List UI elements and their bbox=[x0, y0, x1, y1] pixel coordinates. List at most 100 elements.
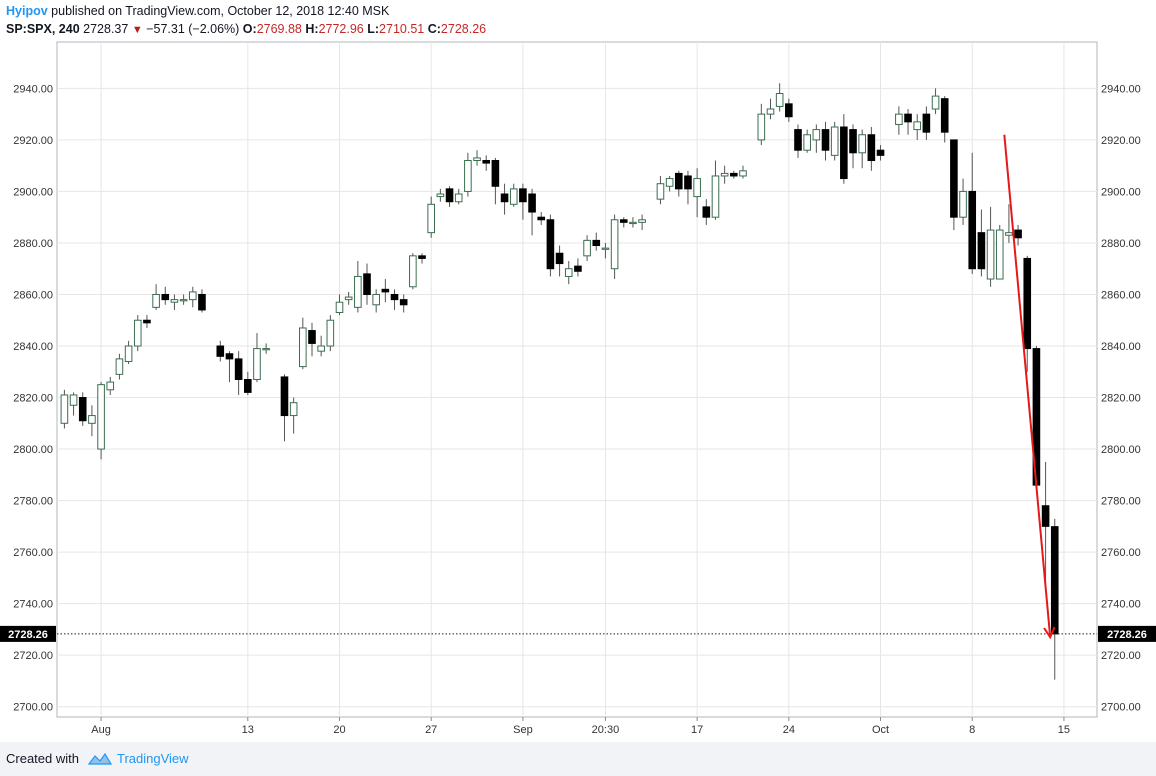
candle bbox=[858, 129, 866, 169]
candle bbox=[1005, 204, 1013, 243]
candle bbox=[986, 206, 995, 287]
candle bbox=[399, 294, 408, 313]
candle-body-down bbox=[308, 330, 316, 344]
candle-body-down bbox=[161, 293, 170, 301]
candle bbox=[730, 170, 738, 179]
candle-body-up bbox=[665, 178, 674, 187]
candle bbox=[500, 183, 509, 215]
y-tick-right: 2800.00 bbox=[1101, 444, 1141, 456]
y-tick-left: 2720.00 bbox=[13, 650, 53, 662]
candle-body-up bbox=[610, 219, 619, 270]
trend-arrow-line bbox=[1003, 134, 1052, 638]
y-tick-left: 2900.00 bbox=[13, 186, 53, 198]
candle bbox=[188, 286, 197, 308]
candlestick-chart[interactable]: 2940.00 2940.00 2920.00 2920.00 2900.00 2900.… bbox=[0, 0, 1156, 742]
candle-body-down bbox=[546, 219, 555, 270]
candle bbox=[876, 145, 885, 161]
candle-body-up bbox=[60, 394, 69, 424]
candle bbox=[638, 214, 646, 231]
trend-arrow-head bbox=[1043, 626, 1056, 640]
candle bbox=[179, 294, 188, 305]
candle bbox=[574, 258, 582, 277]
candle-body-down bbox=[785, 103, 793, 118]
candle bbox=[317, 335, 325, 357]
candle bbox=[152, 284, 160, 310]
candle bbox=[436, 188, 445, 202]
y-tick-right: 2820.00 bbox=[1101, 393, 1141, 405]
candle-body-down bbox=[977, 232, 986, 270]
candle bbox=[216, 340, 225, 362]
candle-body-up bbox=[299, 327, 307, 368]
candle bbox=[427, 196, 435, 238]
candle-body-up bbox=[427, 203, 435, 234]
candle bbox=[491, 157, 500, 205]
candle bbox=[143, 315, 151, 328]
candle-body-up bbox=[372, 293, 380, 306]
y-tick-right: 2720.00 bbox=[1101, 650, 1141, 662]
y-tick-left: 2920.00 bbox=[13, 135, 53, 147]
candle-body-up bbox=[69, 394, 78, 406]
candle-body-up bbox=[188, 291, 197, 301]
candle-body-up bbox=[133, 319, 142, 347]
candle-body-up bbox=[409, 255, 417, 288]
candle bbox=[1014, 224, 1022, 246]
candle-body-down bbox=[940, 98, 949, 133]
candle-body-up bbox=[473, 157, 481, 162]
candle bbox=[326, 315, 335, 352]
candle-body-up bbox=[464, 160, 472, 192]
candle bbox=[418, 253, 426, 264]
candle bbox=[785, 98, 793, 122]
candle-body-down bbox=[821, 129, 830, 151]
tradingview-logo-icon[interactable] bbox=[87, 751, 113, 767]
candle-body-up bbox=[344, 296, 353, 301]
candle-body-down bbox=[730, 172, 738, 177]
author-link[interactable]: Hyipov bbox=[6, 4, 48, 18]
chart-header: Hyipov published on TradingView.com, Oct… bbox=[0, 0, 1156, 42]
candle-body-up bbox=[88, 415, 96, 424]
candle bbox=[940, 96, 949, 143]
candle-body-up bbox=[739, 170, 747, 177]
candle-body-up bbox=[959, 190, 967, 218]
price-change: −57.31 (−2.06%) bbox=[146, 22, 240, 36]
candle bbox=[445, 186, 454, 207]
candle bbox=[757, 103, 766, 146]
candle-body-down bbox=[418, 255, 426, 259]
y-tick-right: 2740.00 bbox=[1101, 599, 1141, 611]
candle-body-up bbox=[454, 193, 463, 203]
candle bbox=[509, 183, 518, 207]
candle-body-up bbox=[895, 113, 903, 125]
candle-body-up bbox=[335, 301, 344, 314]
candle-body-down bbox=[555, 252, 564, 265]
candle-body-down bbox=[390, 293, 399, 301]
candle bbox=[454, 188, 463, 205]
y-tick-left: 2940.00 bbox=[13, 83, 53, 95]
candle-body-up bbox=[638, 219, 646, 223]
candle bbox=[253, 333, 261, 383]
candle-body-up bbox=[289, 402, 298, 417]
y-tick-left: 2840.00 bbox=[13, 341, 53, 353]
candle bbox=[895, 106, 903, 135]
candle-body-down bbox=[363, 273, 371, 295]
candle-body-up bbox=[262, 348, 270, 351]
candle bbox=[812, 124, 821, 153]
candle-body-up bbox=[830, 126, 839, 156]
candle-body-up bbox=[124, 345, 133, 362]
candle bbox=[766, 98, 775, 120]
symbol-label: SP:SPX, 240 bbox=[6, 22, 80, 36]
candle bbox=[308, 322, 316, 357]
candle bbox=[1041, 461, 1050, 589]
tradingview-brand-link[interactable]: TradingView bbox=[117, 751, 189, 766]
candle-body-up bbox=[711, 175, 720, 218]
y-tick-right: 2840.00 bbox=[1101, 341, 1141, 353]
candle bbox=[528, 188, 536, 236]
candle bbox=[124, 340, 133, 365]
candle bbox=[344, 291, 353, 305]
candle bbox=[390, 289, 399, 310]
candle bbox=[794, 124, 802, 158]
candle-body-down bbox=[1041, 505, 1050, 527]
candle-body-down bbox=[216, 345, 225, 357]
candle-body-up bbox=[326, 319, 335, 347]
candle-body-down bbox=[381, 288, 390, 293]
candle bbox=[88, 405, 96, 437]
candle-body-up bbox=[179, 299, 188, 302]
